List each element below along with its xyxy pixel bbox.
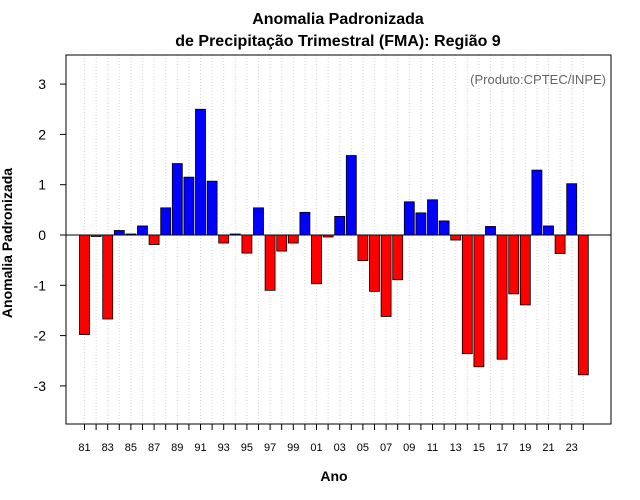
bar-1991 xyxy=(195,108,206,236)
x-tick-label: 81 xyxy=(78,442,90,454)
chart-title-line-1: Anomalia Padronizada xyxy=(252,11,424,28)
bar-2007 xyxy=(380,234,392,317)
bar-1982 xyxy=(90,234,102,237)
bar-1993 xyxy=(218,234,230,244)
x-tick-label: 15 xyxy=(473,442,485,454)
bar-2021 xyxy=(543,225,554,236)
bar-1997 xyxy=(264,234,276,291)
bar-2012 xyxy=(438,220,450,236)
x-tick-label: 89 xyxy=(171,442,183,454)
bar-1996 xyxy=(253,207,264,236)
x-axis: 81 83 85 87 89 91 93 95 97 99 01 03 05 07 09 11 13 15 17 19… xyxy=(78,424,584,454)
x-tick-label: 93 xyxy=(218,442,230,454)
bar-2013 xyxy=(450,234,462,241)
y-tick-label: 3 xyxy=(38,76,46,92)
x-axis-label: Ano xyxy=(320,468,347,484)
y-tick-label: -1 xyxy=(34,277,47,293)
x-tick-label: 97 xyxy=(264,442,276,454)
bar-1992 xyxy=(206,180,218,236)
bar-2001 xyxy=(311,234,322,285)
x-tick-label: 17 xyxy=(496,442,508,454)
bar-2020 xyxy=(531,169,543,236)
x-tick-label: 09 xyxy=(403,442,415,454)
plot-frame xyxy=(65,54,612,425)
x-tick-label: 87 xyxy=(148,442,160,454)
bar-2016 xyxy=(485,226,496,236)
bar-1985 xyxy=(125,233,137,236)
bar-2014 xyxy=(461,234,473,355)
bar-2008 xyxy=(392,234,404,281)
credit-text: (Produto:CPTEC/INPE) xyxy=(470,72,606,87)
bar-1989 xyxy=(171,163,183,236)
x-tick-label: 85 xyxy=(125,442,137,454)
bar-2018 xyxy=(508,234,520,295)
bar-1999 xyxy=(287,234,299,244)
y-tick-label: 0 xyxy=(38,227,46,243)
bar-2004 xyxy=(345,155,357,236)
bar-1988 xyxy=(160,207,172,236)
x-tick-label: 19 xyxy=(519,442,531,454)
x-tick-label: 03 xyxy=(334,442,346,454)
bar-2022 xyxy=(554,234,566,255)
bar-2011 xyxy=(427,199,438,236)
bar-2002 xyxy=(322,234,334,238)
y-tick-label: -3 xyxy=(34,378,47,394)
y-axis: -3 -2 -1 0 1 2 3 xyxy=(34,76,66,394)
x-tick-label: 83 xyxy=(102,442,114,454)
x-tick-label: 05 xyxy=(357,442,369,454)
bar-2019 xyxy=(519,234,531,306)
bar-1995 xyxy=(241,234,253,254)
bar-2017 xyxy=(496,234,508,360)
x-tick-label: 21 xyxy=(542,442,554,454)
bar-1981 xyxy=(79,234,90,335)
x-tick-label: 01 xyxy=(310,442,322,454)
y-axis-label: Anomalia Padronizada xyxy=(0,168,15,318)
bar-2005 xyxy=(357,234,369,262)
x-tick-label: 07 xyxy=(380,442,392,454)
bar-1983 xyxy=(102,234,114,320)
x-tick-label: 91 xyxy=(194,442,206,454)
bar-2015 xyxy=(473,234,485,368)
chart-title-line-2: de Precipitação Trimestral (FMA): Região… xyxy=(175,33,501,50)
x-tick-label: 95 xyxy=(241,442,253,454)
bar-1986 xyxy=(137,225,148,236)
x-tick-label: 11 xyxy=(427,442,438,454)
bar-2006 xyxy=(369,234,380,292)
x-tick-label: 99 xyxy=(287,442,299,454)
bar-2010 xyxy=(415,212,427,236)
y-tick-label: -2 xyxy=(34,328,47,344)
bar-2024 xyxy=(577,234,589,376)
bar-2023 xyxy=(566,183,578,236)
bar-1994 xyxy=(229,233,241,236)
x-tick-label: 13 xyxy=(450,442,462,454)
bar-2003 xyxy=(334,215,346,236)
x-tick-label: 23 xyxy=(566,442,578,454)
bar-2009 xyxy=(403,201,415,236)
y-tick-label: 1 xyxy=(38,177,46,193)
bar-1990 xyxy=(183,176,195,236)
bar-1987 xyxy=(148,234,160,245)
y-tick-label: 2 xyxy=(38,126,46,142)
bar-2000 xyxy=(299,211,311,236)
bars xyxy=(79,108,589,376)
bar-1984 xyxy=(113,230,125,236)
bar-1998 xyxy=(276,234,288,252)
